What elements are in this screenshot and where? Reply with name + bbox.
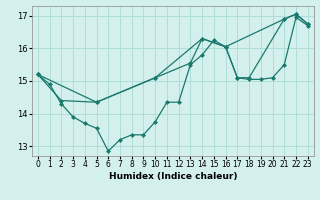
X-axis label: Humidex (Indice chaleur): Humidex (Indice chaleur) <box>108 172 237 181</box>
